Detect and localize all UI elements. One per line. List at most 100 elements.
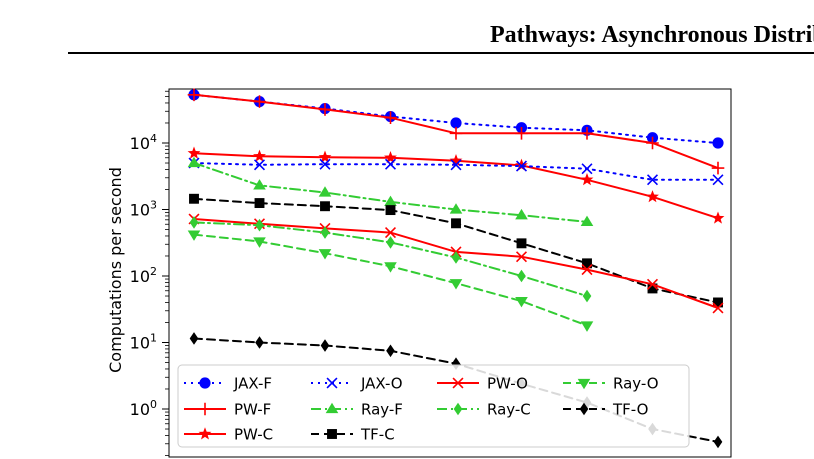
y-tick-base: 10 [130,201,150,220]
y-tick-label: 103 [130,199,157,220]
y-tick-exponent: 3 [150,199,157,212]
data-point-ray-o [449,279,463,290]
data-point-pw-c [515,158,528,171]
data-point-ray-o [253,237,266,248]
data-point-tf-c [254,198,265,209]
legend-label: JAX-F [233,375,272,393]
data-point-tf-c [582,258,592,269]
legend-label: PW-F [234,401,271,419]
data-point-tf-c [713,297,723,308]
series-ray-o [187,230,594,332]
data-point-ray-c [517,269,526,283]
plot-frame [168,88,732,458]
legend-entry-ray-c: Ray-C [437,401,531,419]
data-point-pw-o [581,264,593,276]
data-point-pw-c [646,190,659,203]
data-point-ray-o [580,321,594,332]
data-point-ray-c [582,289,592,303]
legend-label: PW-O [487,375,528,393]
data-point-pw-f [646,136,659,150]
data-point-ray-f [318,186,332,197]
legend-swatch-marker [198,402,212,416]
legend-label: Ray-F [361,401,403,419]
series-pw-c [187,146,725,224]
data-point-pw-c [580,173,594,186]
data-point-pw-o [712,302,724,314]
data-point-tf-o [386,344,395,358]
data-point-pw-c [318,150,332,163]
data-point-jax-f [450,117,462,129]
data-point-ray-o [384,262,397,273]
legend-entry-pw-o: PW-O [437,375,528,393]
data-point-jax-f [712,137,724,149]
data-point-ray-c [386,236,395,249]
data-point-pw-o [384,227,397,239]
legend-entry-jax-f: JAX-F [184,375,272,393]
data-point-pw-c [253,149,266,162]
y-tick-label: 101 [130,332,157,353]
legend-entry-ray-f: Ray-F [311,401,403,419]
data-point-ray-o [515,296,528,308]
data-point-pw-f [515,126,528,140]
legend-entry-pw-f: PW-F [184,401,271,419]
data-point-jax-o [515,160,528,172]
y-tick-base: 10 [130,267,150,286]
legend-label: JAX-O [360,375,403,393]
data-point-jax-o [581,163,593,175]
data-point-pw-f [580,126,594,140]
data-point-jax-o [450,159,462,171]
y-tick-label: 104 [130,132,157,153]
data-point-pw-f [449,126,463,140]
legend-swatch-marker [453,402,463,416]
legend-label: Ray-O [613,375,659,393]
legend-entry-tf-c: TF-C [311,426,395,444]
legend-swatch-marker [452,377,464,389]
data-point-pw-f [384,111,397,125]
data-point-tf-c [647,283,658,294]
data-point-pw-f [318,103,332,116]
data-point-pw-c [384,151,397,164]
y-tick-exponent: 1 [150,332,157,345]
y-tick-exponent: 0 [150,398,157,411]
data-point-ray-c [189,216,199,229]
legend-label: TF-O [612,401,648,419]
data-point-pw-o [515,251,528,263]
data-point-ray-f [253,179,266,190]
data-point-pw-c [449,154,463,167]
data-point-tf-o [189,332,199,345]
y-tick-base: 10 [130,400,150,419]
data-point-ray-c [451,251,461,264]
y-tick-exponent: 4 [150,132,157,145]
series-jax-f [188,89,724,149]
data-point-tf-c [189,193,199,204]
data-point-tf-o [451,357,461,370]
data-point-ray-f [449,203,463,214]
data-point-tf-o [320,339,330,352]
legend-box [177,364,690,448]
data-point-ray-f [384,195,397,207]
header-rule [68,52,814,54]
legend-entry-tf-o: TF-O [563,401,648,419]
y-tick-base: 10 [130,334,150,353]
y-tick-exponent: 2 [150,265,157,278]
legend-entry-ray-o: Ray-O [563,375,659,393]
data-point-ray-f [187,156,201,168]
series-ray-f [187,156,594,227]
data-point-tf-c [320,201,330,212]
series-layer [187,88,725,449]
data-point-ray-c [320,226,330,239]
legend-entry-pw-c: PW-C [184,426,273,444]
data-point-jax-o [712,174,724,186]
data-point-ray-o [187,230,201,241]
data-point-pw-f [187,88,201,102]
data-point-tf-c [516,238,527,249]
data-point-pw-f [711,161,725,175]
legend: JAX-F JAX-O PW-O Ray-O PW-F Ray-F Ray-C TF-O PW-… [177,364,690,448]
data-point-pw-f [253,95,266,108]
data-point-jax-o [646,174,659,186]
y-axis-label: Computations per second [106,167,125,373]
legend-swatch-marker [199,377,211,389]
data-point-jax-o [253,159,266,171]
